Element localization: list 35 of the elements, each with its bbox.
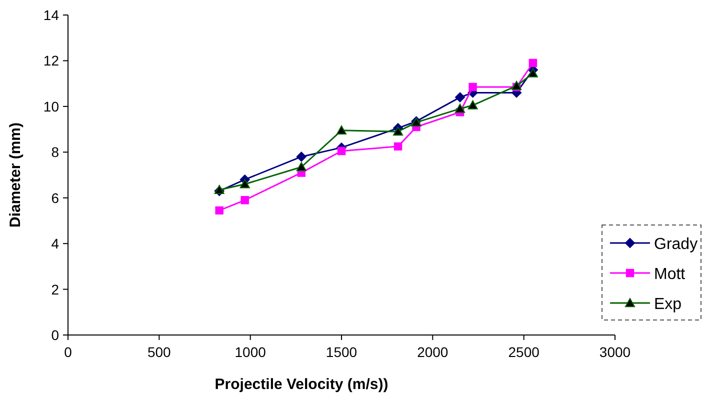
y-tick-label: 6	[51, 190, 60, 206]
point	[336, 125, 346, 135]
y-tick-label: 0	[51, 327, 60, 343]
x-tick-label: 3000	[599, 344, 631, 360]
point	[455, 92, 466, 102]
point	[215, 206, 224, 215]
y-tick-label: 14	[43, 7, 60, 23]
legend-label: Exp	[654, 296, 682, 313]
point	[337, 146, 346, 156]
point	[240, 179, 250, 188]
y-tick-label: 8	[51, 144, 60, 160]
legend-label: Mott	[654, 266, 686, 283]
y-tick-label: 12	[43, 52, 60, 69]
point	[296, 152, 306, 162]
x-tick-label: 2000	[417, 344, 448, 360]
x-tick-label: 1500	[326, 344, 358, 360]
point	[394, 142, 402, 151]
x-tick-label: 1000	[234, 344, 266, 360]
x-axis-title: Projectile Velocity (m/s))	[214, 376, 388, 393]
x-tick-label: 500	[147, 344, 172, 360]
y-axis-title: Diameter (mm)	[7, 122, 24, 228]
y-tick-label: 2	[51, 281, 60, 298]
point	[240, 196, 249, 204]
point	[528, 58, 538, 68]
y-tick-label: 4	[51, 236, 60, 252]
point	[468, 100, 478, 110]
x-tick-label: 2500	[508, 344, 540, 360]
point	[393, 126, 404, 136]
point	[455, 104, 466, 113]
point	[468, 82, 477, 92]
point	[296, 162, 306, 172]
x-tick-label: 0	[64, 344, 72, 360]
legend-label: Grady	[654, 236, 698, 253]
point	[528, 68, 538, 78]
y-tick-label: 10	[43, 98, 60, 114]
